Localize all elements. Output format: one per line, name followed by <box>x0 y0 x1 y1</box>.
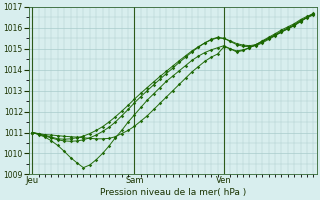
X-axis label: Pression niveau de la mer( hPa ): Pression niveau de la mer( hPa ) <box>100 188 246 197</box>
